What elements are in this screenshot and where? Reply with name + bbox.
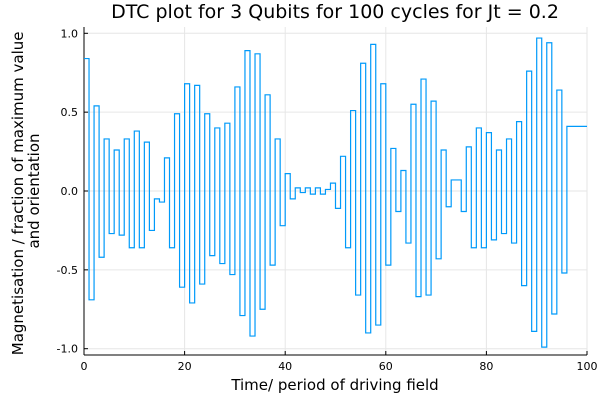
y-tick-label: -1.0 <box>57 343 78 356</box>
y-tick-label: 1.0 <box>61 27 79 40</box>
x-tick-label: 0 <box>81 360 88 373</box>
y-tick-label: 0.0 <box>61 185 79 198</box>
x-tick-label: 80 <box>479 360 493 373</box>
y-axis-label-line-2: and orientation <box>25 133 43 248</box>
x-tick-label: 100 <box>577 360 598 373</box>
x-tick-label: 20 <box>178 360 192 373</box>
y-axis-ticks: -1.0 -0.5 0.0 0.5 1.0 <box>57 27 88 356</box>
x-axis-ticks: 0 20 40 60 80 100 <box>81 351 598 373</box>
y-axis-label: Magnetisation / fraction of maximum valu… <box>9 27 43 355</box>
y-tick-label: -0.5 <box>57 264 78 277</box>
y-axis-label-line-1: Magnetisation / fraction of maximum valu… <box>9 32 27 356</box>
series-line <box>84 37 587 348</box>
chart-title: DTC plot for 3 Qubits for 100 cycles for… <box>111 1 559 23</box>
y-tick-label: 0.5 <box>61 106 79 119</box>
x-axis-label: Time/ period of driving field <box>230 376 438 394</box>
x-tick-label: 40 <box>278 360 292 373</box>
x-tick-label: 60 <box>379 360 393 373</box>
